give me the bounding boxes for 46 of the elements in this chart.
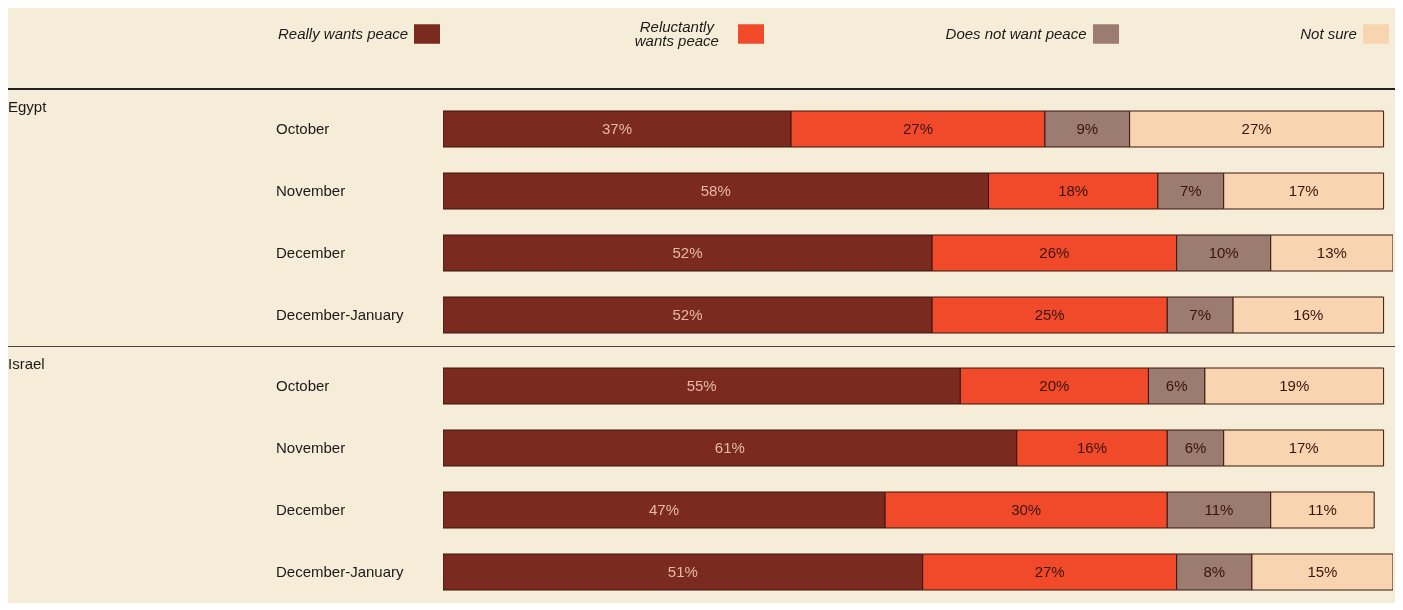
data-label: 27%	[1034, 563, 1065, 581]
data-label: 11%	[1307, 501, 1337, 519]
y-tick-label: October	[276, 377, 330, 394]
data-label: 16%	[1293, 306, 1324, 324]
data-label: 17%	[1288, 182, 1319, 200]
y-tick-label: December	[276, 244, 346, 261]
legend-label: Reluctantly wants peace	[633, 18, 720, 49]
data-label: 47%	[649, 501, 680, 519]
y-tick-label: December-January	[276, 563, 405, 580]
y-tick-label: November	[276, 439, 346, 456]
data-label: 52%	[672, 306, 703, 324]
data-label: 18%	[1058, 182, 1089, 200]
data-label: 8%	[1203, 563, 1226, 581]
data-label: 51%	[667, 563, 698, 581]
data-label: 55%	[686, 377, 717, 395]
data-label: 16%	[1076, 439, 1108, 457]
y-tick-label: October	[276, 120, 330, 137]
data-label: 13%	[1316, 244, 1347, 262]
y-tick-label: December-January	[276, 306, 405, 323]
data-label: 6%	[1184, 439, 1207, 457]
data-label: 27%	[1241, 120, 1272, 138]
data-label: 58%	[700, 182, 731, 200]
data-label: 7%	[1179, 182, 1202, 200]
legend-label: Does not want peace	[945, 25, 1087, 42]
data-label: 27%	[902, 120, 934, 138]
data-label: 6%	[1165, 377, 1188, 395]
data-label: 11%	[1204, 501, 1234, 519]
data-label: 10%	[1208, 244, 1239, 262]
data-label: 30%	[1011, 501, 1042, 519]
y-tick-label: December	[276, 501, 346, 518]
data-label: 26%	[1039, 244, 1070, 262]
y-axis-title: Egypt	[8, 98, 48, 115]
legend-label: Not sure	[1300, 25, 1357, 42]
data-label: 61%	[714, 439, 745, 457]
legend-label: Really wants peace	[278, 25, 409, 42]
data-label: 9%	[1076, 120, 1099, 138]
data-label: 19%	[1279, 377, 1310, 395]
y-axis-title: Israel	[8, 355, 45, 372]
data-label: 17%	[1288, 439, 1319, 457]
data-label: 20%	[1039, 377, 1070, 395]
data-label: 37%	[601, 120, 633, 138]
data-label: 15%	[1307, 563, 1338, 581]
data-label: 7%	[1189, 306, 1212, 324]
data-label: 52%	[672, 244, 703, 262]
y-tick-label: November	[276, 182, 346, 199]
data-label: 25%	[1034, 306, 1065, 324]
